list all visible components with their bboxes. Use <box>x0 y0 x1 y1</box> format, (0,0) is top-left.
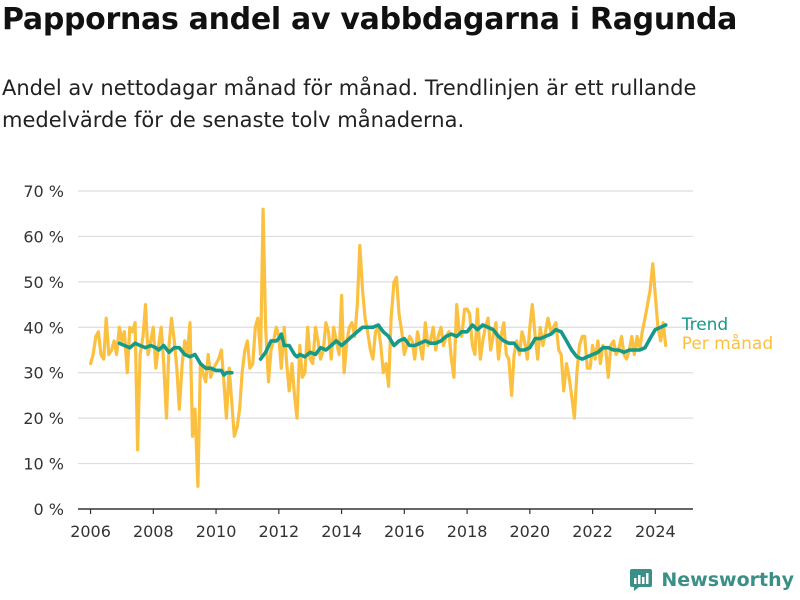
y-tick-label: 60 % <box>23 227 64 246</box>
x-tick-label: 2024 <box>635 522 676 541</box>
x-tick-label: 2020 <box>509 522 550 541</box>
x-tick-label: 2006 <box>70 522 111 541</box>
x-tick-label: 2014 <box>321 522 362 541</box>
x-tick-label: 2018 <box>447 522 488 541</box>
legend-trend: Trend <box>681 315 729 335</box>
brand-name: Newsworthy <box>661 569 794 591</box>
axes: 0 % 10 % 20 % 30 % 40 % 50 % 60 % 70 % 2006 2008 2… <box>23 182 693 541</box>
y-tick-label: 20 % <box>23 409 64 428</box>
y-tick-label: 30 % <box>23 364 64 383</box>
legend-per-manad: Per månad <box>682 333 773 354</box>
x-tick-label: 2022 <box>572 522 613 541</box>
series-line-trend <box>117 323 668 377</box>
y-tick-label: 40 % <box>23 318 64 337</box>
y-tick-label: 50 % <box>23 273 64 292</box>
newsworthy-logo-icon <box>630 569 653 591</box>
y-tick-label: 0 % <box>34 500 64 519</box>
series-line-per-manad <box>89 207 668 488</box>
series-layer <box>89 207 668 488</box>
x-tick-label: 2012 <box>258 522 299 541</box>
x-tick-label: 2016 <box>384 522 425 541</box>
chart-title: Pappornas andel av vabbdagarna i Ragunda <box>2 2 738 37</box>
chart-subtitle: Andel av nettodagar månad för månad. Tre… <box>2 76 697 132</box>
y-tick-label: 10 % <box>23 455 64 474</box>
brand-logo[interactable]: Newsworthy <box>629 568 794 592</box>
x-tick-label: 2010 <box>196 522 237 541</box>
x-tick-label: 2008 <box>133 522 174 541</box>
y-tick-label: 70 % <box>23 182 64 201</box>
